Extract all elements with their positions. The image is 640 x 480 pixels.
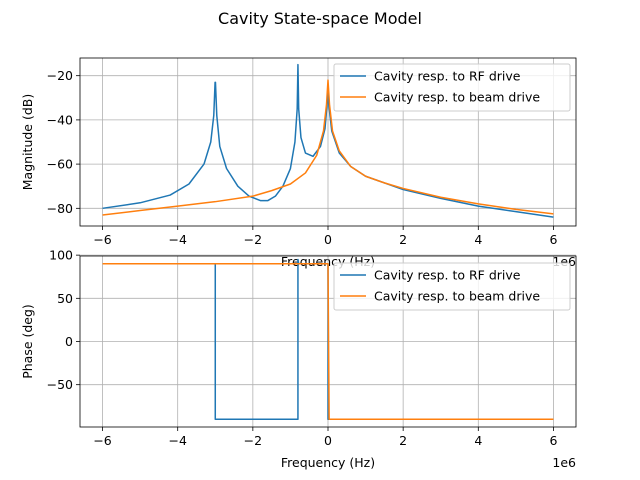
magnitude-axes: −6 −4 −2 0 2 4 6 −80−60−40−20 Frequency (Hz) M… [20, 57, 577, 269]
magnitude-x-tick-label: −6 [93, 232, 111, 247]
magnitude-x-tick-label: 4 [474, 232, 482, 247]
magnitude-x-tick-label: −4 [168, 232, 186, 247]
phase-y-tick-label: 100 [49, 248, 73, 263]
magnitude-x-tick-label: −2 [244, 232, 262, 247]
magnitude-y-tick-label: −80 [47, 201, 73, 216]
magnitude-legend-box [333, 63, 571, 112]
magnitude-legend: Cavity resp. to RF drive Cavity resp. to… [333, 63, 571, 112]
phase-legend-box [333, 262, 571, 311]
phase-y-axis-label: Phase (deg) [20, 304, 35, 379]
magnitude-x-tick-label: 0 [324, 232, 332, 247]
phase-series-line-0 [102, 258, 554, 420]
phase-y-tick-label: 0 [65, 334, 73, 349]
phase-x-multiplier: 1e6 [552, 455, 576, 470]
phase-x-tick-label: 6 [549, 433, 557, 448]
magnitude-y-ticks: −80 −60 −40 −20 [47, 68, 80, 216]
phase-legend: Cavity resp. to RF drive Cavity resp. to… [333, 262, 571, 311]
phase-y-ticks: −50 0 50 100 [47, 248, 80, 392]
phase-legend-label-rf: Cavity resp. to RF drive [374, 268, 521, 283]
phase-y-tick-label: 50 [57, 291, 73, 306]
magnitude-x-ticks: −6 −4 −2 0 2 4 6 [93, 226, 557, 247]
phase-series-line-1 [102, 263, 554, 420]
magnitude-y-tick-label: −20 [47, 68, 73, 83]
magnitude-y-tick-label: −40 [47, 112, 73, 127]
phase-series-layer [102, 258, 554, 420]
magnitude-y-tick-label: −60 [47, 157, 73, 172]
phase-x-tick-label: −6 [93, 433, 111, 448]
phase-y-tick-label: −50 [47, 377, 73, 392]
magnitude-legend-label-beam: Cavity resp. to beam drive [374, 90, 540, 105]
magnitude-x-tick-label: 2 [399, 232, 407, 247]
magnitude-series-layer [102, 63, 554, 218]
phase-axes: −6 −4 −2 0 2 4 6 −50 0 50 100 Frequency (Hz) Phas… [20, 248, 577, 470]
magnitude-y-axis-label: Magnitude (dB) [20, 94, 35, 190]
phase-x-tick-label: 0 [324, 433, 332, 448]
phase-x-tick-label: 2 [399, 433, 407, 448]
magnitude-x-tick-label: 6 [549, 232, 557, 247]
phase-x-tick-label: −4 [168, 433, 186, 448]
phase-legend-label-beam: Cavity resp. to beam drive [374, 289, 540, 304]
magnitude-series-line-1 [102, 79, 554, 216]
phase-x-ticks: −6 −4 −2 0 2 4 6 [93, 427, 557, 448]
phase-x-tick-label: −2 [244, 433, 262, 448]
magnitude-series-line-0 [102, 63, 554, 218]
phase-x-axis-label: Frequency (Hz) [281, 455, 375, 470]
magnitude-legend-label-rf: Cavity resp. to RF drive [374, 69, 521, 84]
phase-x-tick-label: 4 [474, 433, 482, 448]
figure-title: Cavity State-space Model [218, 9, 422, 28]
